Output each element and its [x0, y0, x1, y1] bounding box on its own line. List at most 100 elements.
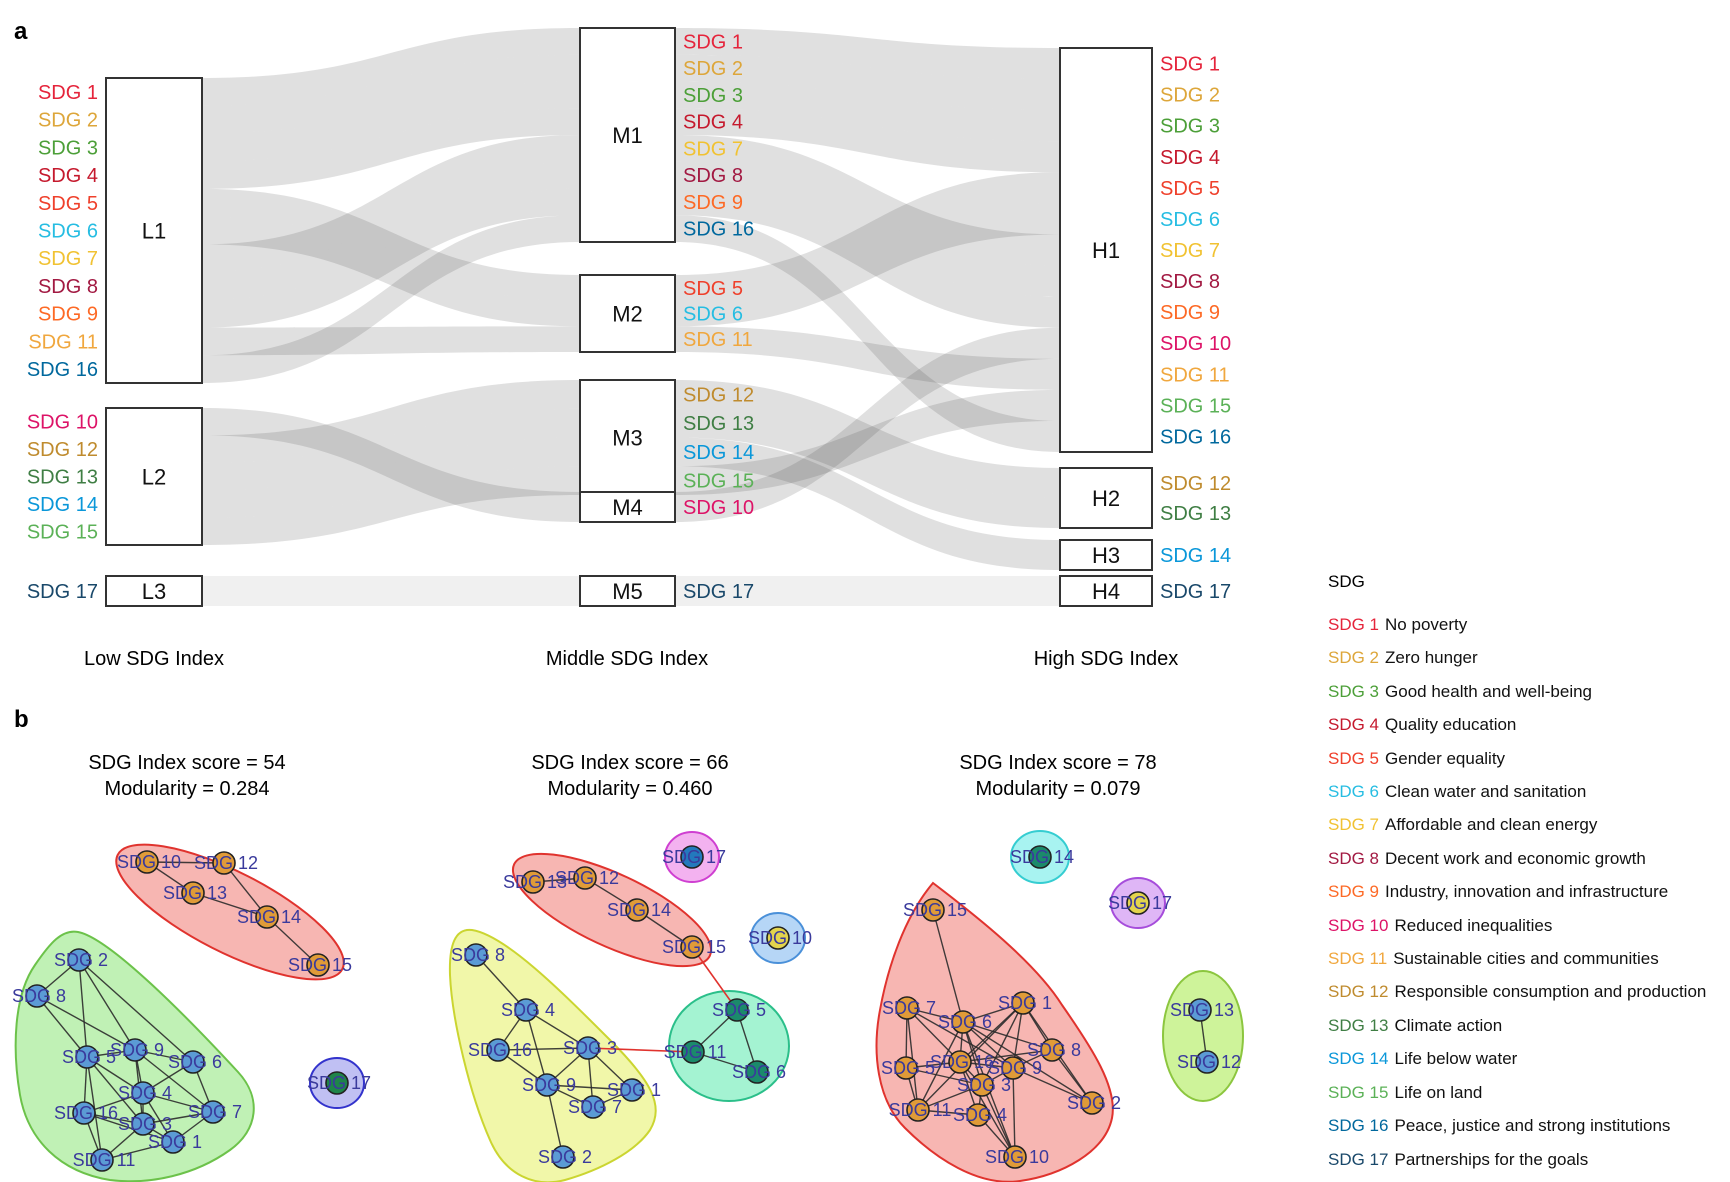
- network-node-sdg-8: [464, 943, 488, 967]
- network-node-label-sdg-4: SDG 4: [118, 1083, 172, 1103]
- network-node-label-sdg-14: SDG 14: [1010, 847, 1074, 867]
- edge-sdg9-sdg10: [1012, 1067, 1016, 1158]
- edge-sdg16-sdg3: [497, 1047, 589, 1051]
- sdg-label-M3-13: SDG 13: [683, 413, 754, 435]
- sdg-label-M3-15: SDG 15: [683, 471, 754, 493]
- network-node-sdg-6: [181, 1050, 205, 1074]
- edge-sdg4-sdg9: [525, 1009, 548, 1086]
- network-node-label-sdg-11: SDG 11: [664, 1042, 727, 1062]
- network-title-modularity: Modularity = 0.284: [104, 778, 270, 800]
- sdg-label-M1-1: SDG 1: [683, 31, 743, 53]
- network-node-sdg-10: [766, 926, 790, 950]
- network-node-label-sdg-1: SDG 1: [998, 993, 1052, 1013]
- network-node-sdg-9: [535, 1073, 559, 1097]
- network-node-label-sdg-16: SDG 16: [930, 1052, 994, 1072]
- sankey-node-label-L2: L2: [142, 465, 166, 490]
- network-node-sdg-6: [951, 1010, 975, 1034]
- legend-item-sdg-2: SDG 2 Zero hunger: [1328, 641, 1728, 674]
- network-node-sdg-5: [894, 1056, 918, 1080]
- edge-sdg4-sdg7: [142, 1092, 214, 1113]
- legend-item-sdg-11: SDG 11 Sustainable cities and communities: [1328, 942, 1728, 975]
- legend-item-sdg-12: SDG 12 Responsible consumption and produc…: [1328, 975, 1728, 1008]
- flow-sdg-4-stage-2: [675, 108, 1060, 173]
- edge-sdg8-sdg9: [36, 995, 136, 1051]
- network-node-sdg-17: [325, 1071, 349, 1095]
- network-node-sdg-12: [1195, 1050, 1219, 1074]
- network-node-sdg-9: [123, 1038, 147, 1062]
- sankey-node-label-M4: M4: [612, 495, 643, 520]
- sdg-label-H1-2: SDG 2: [1160, 85, 1220, 107]
- sankey-node-H3: [1059, 539, 1153, 571]
- red-edge-sdg3-sdg11: [587, 1047, 694, 1053]
- sdg-label-L2-10: SDG 10: [27, 412, 98, 434]
- legend-item-name: Good health and well-being: [1385, 681, 1593, 701]
- flow-sdg-12-stage-2: [675, 380, 1060, 498]
- flow-sdg-7-stage-2: [675, 135, 1060, 266]
- network-node-sdg-7: [581, 1095, 605, 1119]
- edge-sdg15-sdg6: [932, 909, 964, 1023]
- network-node-sdg-11: [681, 1040, 705, 1064]
- edge-sdg2-sdg9: [78, 959, 136, 1051]
- sdg-label-L1-11: SDG 11: [28, 331, 98, 353]
- flow-sdg-14-stage-1: [202, 437, 580, 518]
- edge-sdg13-sdg14: [192, 892, 268, 918]
- sankey-node-M2: [579, 274, 676, 353]
- network-node-label-sdg-15: SDG 15: [903, 900, 967, 920]
- sankey-node-label-H1: H1: [1092, 238, 1120, 263]
- sdg-label-M2-5: SDG 5: [683, 278, 743, 300]
- flow-sdg-16-stage-1: [202, 215, 580, 383]
- edge-sdg8-sdg16: [959, 1049, 1053, 1063]
- network-node-sdg-2: [551, 1145, 575, 1169]
- network-node-label-sdg-17: SDG 17: [662, 847, 726, 867]
- sankey-node-M1: [579, 27, 676, 243]
- legend-item-name: Life below water: [1394, 1049, 1518, 1069]
- sdg-label-H1-3: SDG 3: [1160, 116, 1220, 138]
- sankey-node-L3: [105, 575, 203, 607]
- edge-sdg2-sdg5: [78, 959, 88, 1058]
- legend-items: SDG 1 No poverty SDG 2 Zero hunger SDG 3 Good…: [1328, 608, 1728, 1176]
- panel-a-label: a: [14, 18, 28, 45]
- flow-sdg-3-stage-2: [675, 81, 1060, 142]
- sdg-label-L1-3: SDG 3: [38, 137, 98, 159]
- sdg-label-L1-4: SDG 4: [38, 165, 98, 187]
- legend-item-id: SDG 5: [1328, 748, 1380, 768]
- network-node-label-sdg-15: SDG 15: [662, 937, 726, 957]
- flow-sdg-9-stage-2: [675, 188, 1060, 328]
- legend-item-id: SDG 6: [1328, 782, 1380, 802]
- network-node-sdg-17: [1126, 891, 1150, 915]
- network-node-sdg-12: [573, 866, 597, 890]
- legend-item-id: SDG 13: [1328, 1015, 1389, 1035]
- network-node-label-sdg-12: SDG 12: [555, 868, 619, 888]
- sdg-label-L1-9: SDG 9: [38, 304, 98, 326]
- flow-sdg-11-stage-1: [202, 326, 580, 356]
- network-node-label-sdg-12: SDG 12: [194, 853, 258, 873]
- legend-item-id: SDG 9: [1328, 882, 1380, 902]
- sdg-label-M1-8: SDG 8: [683, 165, 743, 187]
- network-node-label-sdg-13: SDG 13: [1170, 1000, 1234, 1020]
- network-node-label-sdg-14: SDG 14: [607, 900, 671, 920]
- network-node-sdg-1: [161, 1130, 185, 1154]
- network-title-modularity: Modularity = 0.079: [975, 778, 1141, 800]
- network-node-label-sdg-3: SDG 3: [957, 1075, 1011, 1095]
- edge-sdg2-sdg6: [78, 959, 194, 1063]
- network-title-score: SDG Index score = 54: [88, 752, 286, 774]
- network-node-label-sdg-9: SDG 9: [522, 1075, 576, 1095]
- sdg-label-H2-13: SDG 13: [1160, 503, 1231, 525]
- edge-sdg1-sdg11: [101, 1141, 174, 1161]
- flow-sdg-6-stage-1: [202, 216, 580, 327]
- legend-item-name: Decent work and economic growth: [1385, 848, 1646, 868]
- network-node-label-sdg-12: SDG 12: [1177, 1052, 1241, 1072]
- sdg-label-H1-15: SDG 15: [1160, 395, 1231, 417]
- flow-sdg-8-stage-2: [675, 161, 1060, 297]
- flow-sdg-2-stage-2: [675, 54, 1060, 111]
- legend-item-id: SDG 1: [1328, 615, 1380, 634]
- sdg-label-L3-17: SDG 17: [27, 581, 98, 603]
- sankey-node-H2: [1059, 467, 1153, 529]
- edge-sdg5-sdg3: [86, 1056, 144, 1125]
- flow-sdg-13-stage-2: [675, 408, 1060, 528]
- network-node-sdg-16: [948, 1050, 972, 1074]
- network-node-sdg-4: [966, 1103, 990, 1127]
- sdg-label-H1-7: SDG 7: [1160, 240, 1220, 262]
- network-node-label-sdg-10: SDG 10: [117, 852, 181, 872]
